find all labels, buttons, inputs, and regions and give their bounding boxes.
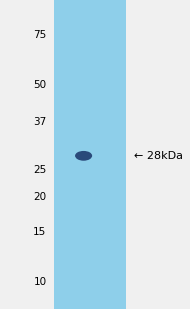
Bar [124,0,126,309]
Bar [112,0,114,309]
Bar [71,0,73,309]
Text: 15: 15 [33,227,47,237]
Text: ← 28kDa: ← 28kDa [134,151,183,161]
Bar [78,0,81,309]
Bar [102,0,105,309]
Bar [73,0,76,309]
Text: 10: 10 [33,277,47,287]
Bar [122,0,124,309]
Ellipse shape [75,151,92,161]
Bar [109,0,112,309]
Bar [90,0,93,309]
Text: 50: 50 [33,80,47,90]
Text: 25: 25 [33,165,47,175]
Bar [61,0,64,309]
Bar [114,0,117,309]
Bar [54,0,126,309]
Bar [86,0,88,309]
Bar [97,0,100,309]
Bar [100,0,102,309]
Bar [105,0,107,309]
Text: 37: 37 [33,116,47,127]
Bar [66,0,69,309]
Bar [69,0,71,309]
Bar [54,0,57,309]
Bar [95,0,97,309]
Text: 75: 75 [33,30,47,40]
Bar [88,0,90,309]
Bar [83,0,86,309]
Bar [119,0,122,309]
Bar [57,0,59,309]
Text: 20: 20 [33,192,47,202]
Bar [59,0,61,309]
Bar [117,0,119,309]
Bar [107,0,109,309]
Bar [93,0,95,309]
Bar [76,0,78,309]
Bar [64,0,66,309]
Bar [81,0,83,309]
